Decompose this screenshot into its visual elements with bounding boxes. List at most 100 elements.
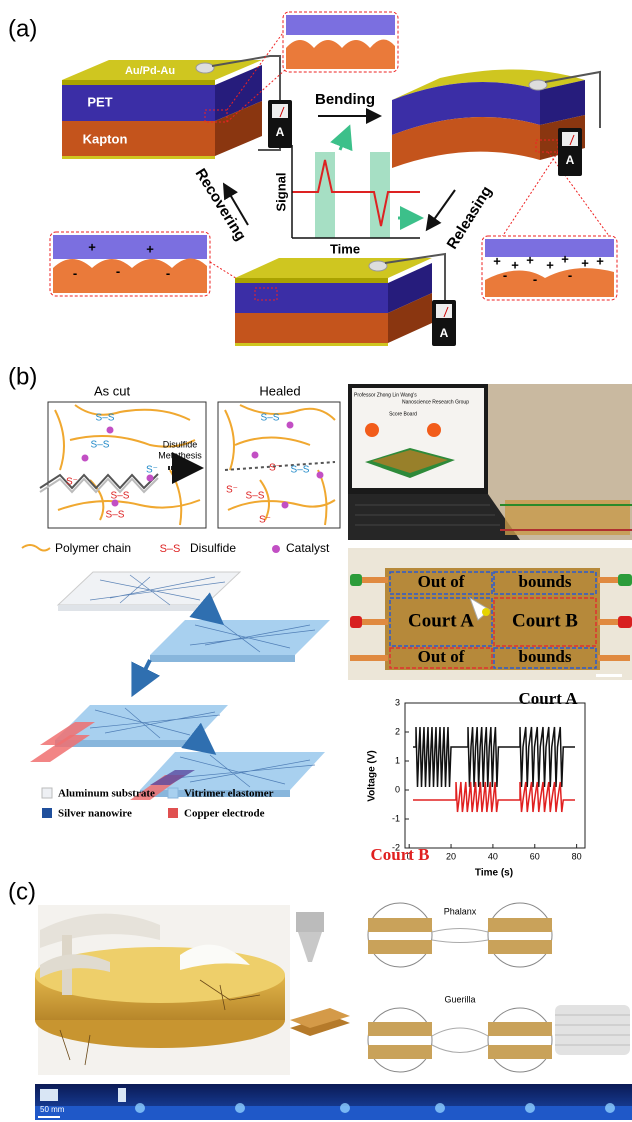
layer-label: PET bbox=[87, 94, 112, 109]
legend-swatch bbox=[42, 808, 52, 818]
signal-plot bbox=[291, 124, 424, 239]
charge-sign: - bbox=[533, 271, 537, 286]
anion-label: S⁻ bbox=[146, 465, 158, 476]
bond-label: S–S bbox=[291, 465, 310, 476]
axis-label: Voltage (V) bbox=[367, 750, 378, 801]
meter-label: A bbox=[566, 153, 575, 167]
y-tick-label: 0 bbox=[395, 784, 400, 794]
charge-sign: + bbox=[493, 253, 501, 268]
x-tick-label: 40 bbox=[488, 851, 498, 861]
fabrication-steps bbox=[30, 571, 330, 800]
device-block bbox=[62, 29, 286, 159]
legend-swatch bbox=[167, 787, 179, 799]
court-label: bounds bbox=[519, 647, 572, 666]
charge-sign: - bbox=[568, 267, 572, 282]
x-tick-label: 0 bbox=[407, 851, 412, 861]
court-label: Out of bbox=[418, 647, 465, 666]
legend-label: Aluminum substrate bbox=[58, 788, 155, 800]
mode-label: Phalanx bbox=[444, 906, 477, 916]
scale-bar-label: 50 mm bbox=[40, 1105, 65, 1114]
zoom-inset bbox=[282, 11, 399, 73]
charge-sign: - bbox=[116, 263, 120, 278]
bond-label: S–S bbox=[96, 413, 115, 424]
charge-signs: + +- - -+ + + + + + +- - - bbox=[73, 239, 604, 286]
bond-label: S–S bbox=[91, 440, 110, 451]
plot-frame bbox=[404, 702, 586, 849]
arrow-label: Metathesis bbox=[158, 450, 202, 460]
legend-swatch bbox=[41, 787, 53, 799]
bond-labels: S–S S–S S–S S–S S–S S–S S–S S⁻ S⁻ S⁻ S⁻ S⁻ bbox=[66, 413, 310, 526]
charge-sign: - bbox=[503, 267, 507, 282]
screen-text: Nanoscience Research Group bbox=[402, 399, 469, 405]
x-tick-label: 20 bbox=[446, 851, 456, 861]
legend-label: Disulfide bbox=[190, 541, 236, 555]
legend-label: Catalyst bbox=[286, 541, 330, 555]
bond-label: S–S bbox=[111, 491, 130, 502]
growth-modes bbox=[367, 902, 553, 1073]
legend-label: Polymer chain bbox=[55, 541, 131, 555]
axis-label: Signal bbox=[273, 172, 288, 211]
legend-label: Silver nanowire bbox=[58, 808, 132, 820]
series-label: Court A bbox=[518, 689, 578, 708]
court-label: Court B bbox=[512, 610, 578, 631]
lattice bbox=[555, 1005, 630, 1055]
court-label: Out of bbox=[418, 572, 465, 591]
legend-label: Vitrimer elastomer bbox=[184, 788, 274, 800]
bond-label: S–S bbox=[106, 510, 125, 521]
panel-label: (a) bbox=[8, 15, 37, 42]
scheme-title: Healed bbox=[259, 383, 300, 398]
bond-label: S–S bbox=[261, 413, 280, 424]
court-photo bbox=[348, 548, 632, 680]
anion-label: S⁻ bbox=[66, 477, 78, 488]
screen-text: Score Board bbox=[389, 411, 417, 417]
charge-sign: + bbox=[561, 251, 569, 266]
arrow bbox=[425, 189, 456, 232]
axis-label: Time (s) bbox=[475, 868, 513, 879]
legend-swatch: S–S bbox=[160, 543, 181, 555]
charge-sign: - bbox=[73, 265, 77, 280]
laptop-photo bbox=[348, 384, 632, 540]
screen-text: Professor Zhong Lin Wang's bbox=[354, 392, 417, 398]
video-strip bbox=[35, 1084, 632, 1120]
layer-label: Kapton bbox=[83, 131, 128, 146]
charge-sign: + bbox=[596, 253, 604, 268]
charge-sign: - bbox=[166, 265, 170, 280]
charge-sign: + bbox=[526, 252, 534, 267]
anion-label: S⁻ bbox=[259, 515, 271, 526]
charge-sign: + bbox=[546, 257, 554, 272]
legend-swatch bbox=[272, 545, 280, 553]
meter-label: A bbox=[440, 326, 449, 340]
device-block bbox=[235, 252, 456, 346]
legend-label: Copper electrode bbox=[184, 808, 265, 820]
y-tick-label: 1 bbox=[395, 755, 400, 765]
step-label: Bending bbox=[315, 91, 375, 108]
bond-label: S–S bbox=[246, 491, 265, 502]
layer-label: Au/Pd-Au bbox=[125, 65, 175, 77]
axis-label: Time bbox=[330, 241, 360, 256]
legend-swatch bbox=[21, 544, 51, 552]
x-tick-label: 60 bbox=[530, 851, 540, 861]
x-tick-label: 80 bbox=[572, 851, 582, 861]
mode-label: Guerilla bbox=[444, 994, 475, 1004]
panel-label: (c) bbox=[8, 878, 36, 905]
mycelium-illustration bbox=[35, 905, 290, 1075]
arrow-label: Disulfide bbox=[163, 439, 198, 449]
y-tick-label: 3 bbox=[395, 697, 400, 707]
y-tick-label: 2 bbox=[395, 726, 400, 736]
series-label: Court B bbox=[370, 845, 429, 864]
charge-sign: + bbox=[511, 257, 519, 272]
zoom-inset bbox=[49, 231, 256, 297]
scheme-box bbox=[47, 401, 207, 529]
panel-label: (b) bbox=[8, 363, 37, 390]
trace bbox=[413, 781, 575, 813]
trace bbox=[413, 726, 575, 788]
legend-swatch bbox=[168, 808, 178, 818]
y-tick-label: -1 bbox=[392, 813, 400, 823]
charge-sign: + bbox=[581, 255, 589, 270]
charge-sign: + bbox=[146, 241, 154, 256]
court-label: Court A bbox=[408, 610, 474, 631]
scheme-title: As cut bbox=[94, 383, 131, 398]
arrow bbox=[222, 182, 249, 226]
